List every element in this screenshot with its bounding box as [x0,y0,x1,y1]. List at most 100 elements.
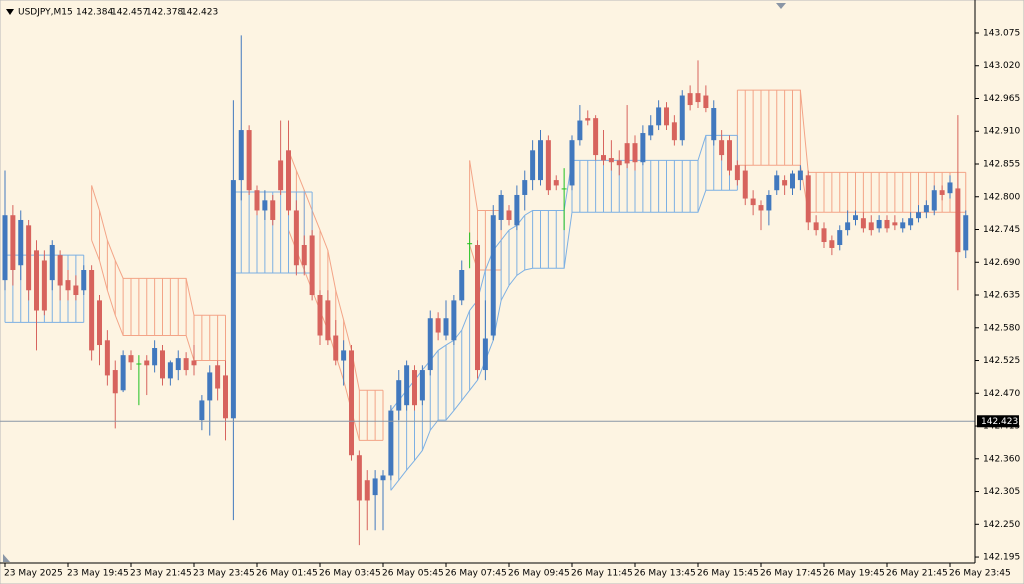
candle-body [758,205,764,211]
candle-body [380,475,386,481]
x-tick-label: 23 May 23:45 [193,569,255,579]
candle-body [498,194,504,220]
current-price-label: 142.423 [981,417,1018,427]
y-tick-label: 142.195 [983,553,1020,563]
candle-body [782,180,788,186]
x-tick-label: 23 May 2025 [4,569,63,579]
candle-body [829,240,835,248]
symbol-title: USDJPY,M15 [18,8,73,18]
band-edge [5,189,738,491]
candle-body [293,210,299,266]
candle-body [270,200,276,220]
candle-body [73,285,79,296]
candle-body [774,175,780,191]
candle-body [325,300,331,341]
candle-body [742,170,748,199]
candle-body [837,230,843,245]
candle-body [664,107,669,126]
x-tick-label: 26 May 13:45 [634,569,696,579]
candle-body [616,160,622,166]
candle-body [10,215,16,271]
scroll-marker [3,554,10,562]
x-tick-label: 26 May 21:45 [886,569,948,579]
candle-body [482,338,488,371]
candle-body [160,350,165,379]
candles [2,35,969,546]
y-tick-label: 142.525 [983,356,1020,366]
candle-body [963,215,969,251]
candle-body [451,300,457,341]
x-tick-label: 26 May 23:45 [949,569,1011,579]
candle-body [719,140,725,156]
y-tick-label: 143.075 [983,28,1020,38]
y-tick-label: 142.800 [983,192,1020,202]
dropdown-icon[interactable] [6,9,14,15]
candle-body [766,194,772,211]
y-tick-label: 142.470 [983,389,1020,399]
candle-body [593,118,599,156]
current-price-box [977,415,1019,428]
candle-body [191,360,197,366]
candle-body [435,318,441,333]
candle-body [624,143,630,164]
candle-body [286,150,291,211]
candle-body [278,160,284,191]
candle-body [372,478,378,496]
candle-body [459,270,465,301]
candle-body [947,182,953,194]
candle-body [262,200,268,211]
candle-body [49,244,55,281]
candle-body [57,255,63,286]
candle-body [797,170,803,181]
candle-body [805,175,811,223]
candle-body [530,150,536,181]
candle-body [364,480,370,501]
x-tick-label: 26 May 09:45 [508,569,570,579]
candle-body [821,228,827,243]
candle-body [648,125,654,136]
y-tick-label: 143.020 [983,61,1020,71]
candle-body [175,358,181,371]
candle-body [585,118,591,121]
y-tick-label: 142.965 [983,94,1020,104]
candle-body [955,188,961,253]
candle-body [309,235,315,296]
candle-body [356,455,362,501]
candle-body [908,218,914,226]
candle-body [136,363,142,365]
x-tick-label: 26 May 05:45 [382,569,444,579]
candle-body [412,370,417,406]
candle-body [144,360,150,366]
x-tick-label: 26 May 01:45 [256,569,318,579]
candle-body [183,358,189,371]
candle-body [490,215,496,336]
candle-body [656,107,662,126]
candle-body [238,130,244,181]
candle-body [89,270,95,351]
candle-body [640,133,646,163]
candle-body [916,212,921,219]
candle-body [679,95,685,141]
candle-body [65,280,71,291]
candle-body [199,400,205,421]
band-edge [91,89,966,391]
candle-body [152,348,158,366]
candle-body [333,335,339,361]
candle-body [506,210,512,220]
candle-body [97,300,102,346]
candle-body [876,219,882,229]
candle-body [246,130,252,191]
y-tick-label: 142.580 [983,323,1020,333]
candle-body [475,244,480,371]
header-close: 142.423 [181,8,218,18]
y-tick-label: 142.305 [983,487,1020,497]
candle-body [884,219,890,229]
candle-body [601,155,606,161]
header-high: 142.457 [111,8,148,18]
candle-body [790,173,795,189]
candle-body [931,190,937,211]
candle-body [41,260,47,311]
candle-body [104,340,110,376]
